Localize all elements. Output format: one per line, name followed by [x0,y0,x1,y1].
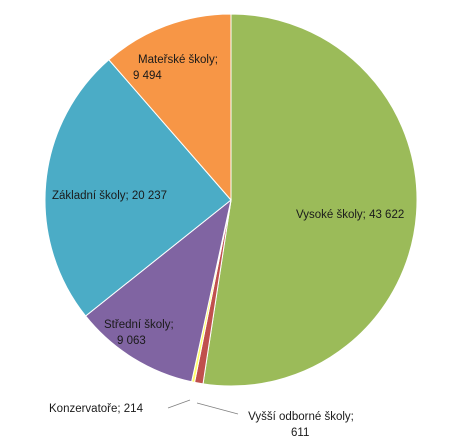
label-vysoke-skoly-text: Vysoké školy; 43 622 [296,209,405,221]
label-vysoke-skoly: Vysoké školy; 43 622 [296,207,404,223]
label-konzervatore-text: Konzervatoře; 214 [49,403,143,415]
slice-stredni-skoly [84,198,232,383]
label-materske-skoly-line1: Mateřské školy; [138,54,218,66]
slice-materske-skoly [108,13,232,202]
label-konzervatore: Konzervatoře; 214 [49,401,143,417]
label-zakladni-skoly-text: Základní školy; 20 237 [52,190,168,202]
label-materske-skoly-line2: 9 494 [133,70,162,82]
leader-line-konzervatore [167,399,191,409]
label-vyssi-odborne-skoly: Vyšší odborné školy; 611 [240,409,362,441]
label-vyssi-odborne-skoly-line1: Vyšší odborné školy; [248,411,354,423]
slice-vysoke-skoly [202,13,418,387]
label-stredni-skoly-line1: Střední školy; [104,319,174,331]
label-stredni-skoly: Střední školy; 9 063 [104,317,184,349]
slice-zakladni-skoly [44,59,232,317]
leader-line-vyssi-odborne-skoly [196,402,239,415]
label-stredni-skoly-line2: 9 063 [117,335,146,347]
label-vyssi-odborne-skoly-line2: 611 [291,427,310,439]
label-zakladni-skoly: Základní školy; 20 237 [52,188,167,204]
label-materske-skoly: Mateřské školy; 9 494 [130,52,226,84]
